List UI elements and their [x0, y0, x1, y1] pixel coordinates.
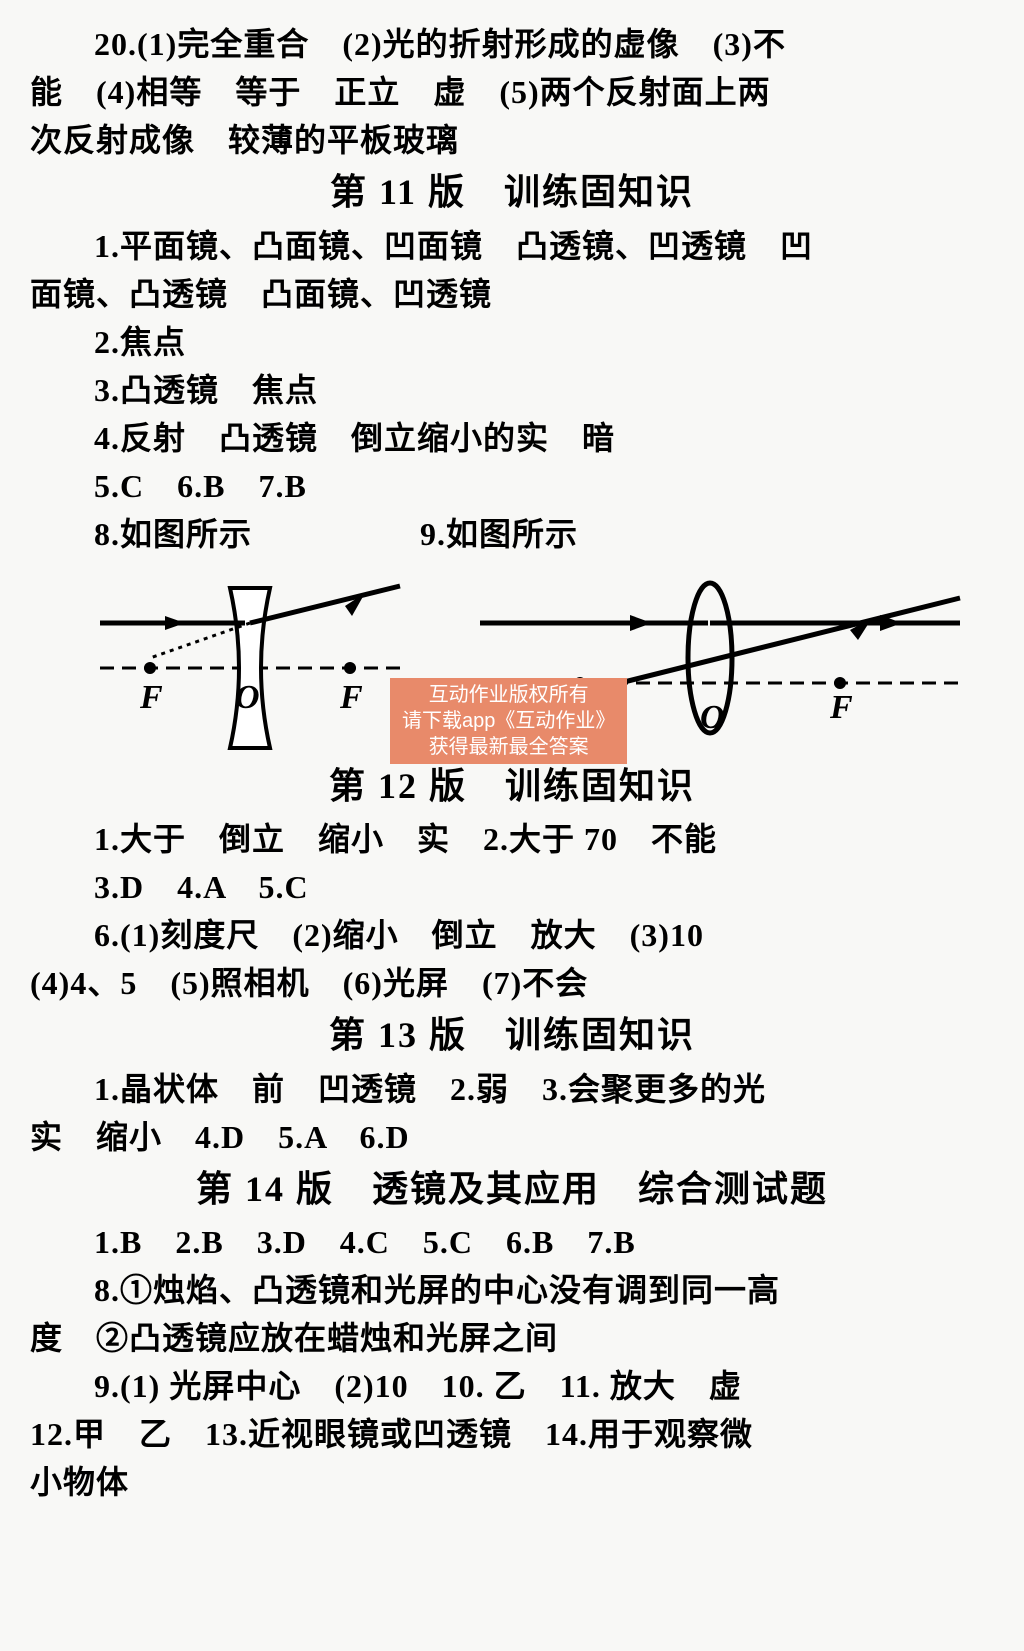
s11-line7: 8.如图所示 9.如图所示	[30, 510, 994, 558]
s14-line2: 8.①烛焰、凸透镜和光屏的中心没有调到同一高	[30, 1266, 994, 1314]
convex-F-label: F	[829, 689, 853, 726]
s11-q9-label: 9.如图所示	[420, 516, 578, 552]
watermark-l3: 获得最新最全答案	[402, 734, 615, 760]
s14-line3: 度 ②凸透镜应放在蜡烛和光屏之间	[30, 1314, 994, 1362]
s11-line4: 3.凸透镜 焦点	[30, 366, 994, 414]
s13-line1: 1.晶状体 前 凹透镜 2.弱 3.会聚更多的光	[30, 1065, 994, 1113]
q20-line1: 20.(1)完全重合 (2)光的折射形成的虚像 (3)不	[30, 20, 994, 68]
s11-q8-label: 8.如图所示	[94, 516, 252, 552]
s11-line2: 面镜、凸透镜 凸面镜、凹透镜	[30, 270, 994, 318]
concave-F2-label: F	[339, 679, 363, 716]
watermark-overlay: 互动作业版权所有 请下载app《互动作业》 获得最新最全答案	[390, 678, 627, 764]
heading-13: 第 13 版 训练固知识	[30, 1007, 994, 1065]
watermark-l1: 互动作业版权所有	[402, 682, 615, 708]
q20-line3: 次反射成像 较薄的平板玻璃	[30, 116, 994, 164]
s14-line4: 9.(1) 光屏中心 (2)10 10. 乙 11. 放大 虚	[30, 1362, 994, 1410]
watermark-l2: 请下载app《互动作业》	[402, 708, 615, 734]
concave-lens-diagram: F O F	[90, 568, 410, 748]
s11-line5: 4.反射 凸透镜 倒立缩小的实 暗	[30, 414, 994, 462]
concave-F1-label: F	[139, 679, 163, 716]
s14-line6: 小物体	[30, 1458, 994, 1506]
s13-line2: 实 缩小 4.D 5.A 6.D	[30, 1113, 994, 1161]
convex-O-label: O	[700, 699, 725, 736]
q20-line2: 能 (4)相等 等于 正立 虚 (5)两个反射面上两	[30, 68, 994, 116]
s12-line3: 6.(1)刻度尺 (2)缩小 倒立 放大 (3)10	[30, 911, 994, 959]
s12-line2: 3.D 4.A 5.C	[30, 863, 994, 911]
diagram-row: F O F O F 互动作业版权所有 请下载app《互动作业》 获得最新最全答案	[90, 568, 994, 748]
heading-12: 第 12 版 训练固知识	[30, 758, 994, 816]
s11-line6: 5.C 6.B 7.B	[30, 462, 994, 510]
s14-line5: 12.甲 乙 13.近视眼镜或凹透镜 14.用于观察微	[30, 1410, 994, 1458]
s11-line3: 2.焦点	[30, 318, 994, 366]
s11-line1: 1.平面镜、凸面镜、凹面镜 凸透镜、凹透镜 凹	[30, 222, 994, 270]
s12-line4: (4)4、5 (5)照相机 (6)光屏 (7)不会	[30, 959, 994, 1007]
s14-line1: 1.B 2.B 3.D 4.C 5.C 6.B 7.B	[30, 1218, 994, 1266]
concave-O-label: O	[235, 679, 260, 716]
heading-11: 第 11 版 训练固知识	[30, 164, 994, 222]
heading-14: 第 14 版 透镜及其应用 综合测试题	[30, 1161, 994, 1219]
s12-line1: 1.大于 倒立 缩小 实 2.大于 70 不能	[30, 815, 994, 863]
